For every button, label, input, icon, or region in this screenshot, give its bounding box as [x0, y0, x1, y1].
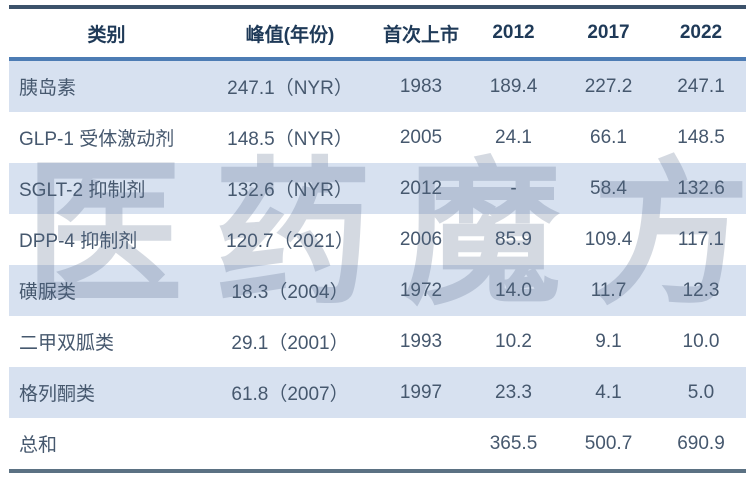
cell-value: 9.1 [595, 330, 622, 352]
column-header-peak-year: 峰值(年份) [245, 24, 335, 46]
cell-value: 4.1 [595, 381, 622, 403]
cell-value: 1983 [399, 75, 443, 97]
table-row-total: 总和 365.5 500.7 690.9 [9, 418, 746, 469]
column-header-2022: 2022 [679, 22, 723, 43]
cell-value: 1993 [399, 330, 443, 352]
cell-value: 148.5 [677, 126, 725, 148]
cell-value: 132.6（NYR） [227, 180, 353, 201]
cell-value: 189.4 [489, 75, 538, 97]
cell-category: 磺脲类 [19, 282, 77, 303]
column-header-first-launch: 首次上市 [382, 24, 459, 46]
table-row: DPP-4 抑制剂 120.7（2021） 2006 85.9 109.4 117.1 [9, 214, 746, 265]
cell-category: 总和 [19, 435, 58, 456]
table-row: 磺脲类 18.3（2004） 1972 14.0 11.7 12.3 [9, 265, 746, 316]
cell-value: 227.2 [584, 75, 633, 97]
cell-value: 85.9 [495, 228, 532, 250]
table-row: 胰岛素 247.1（NYR） 1983 189.4 227.2 247.1 [9, 61, 746, 112]
cell-value: 247.1 [677, 75, 725, 97]
cell-category: 格列酮类 [19, 384, 96, 405]
cell-value: 2006 [399, 228, 443, 250]
cell-category: DPP-4 抑制剂 [19, 231, 138, 252]
cell-value: 58.4 [590, 177, 627, 199]
cell-value: 2012 [399, 177, 443, 199]
cell-value: 2005 [399, 126, 443, 148]
cell-value: 365.5 [489, 432, 538, 454]
cell-value: 120.7（2021） [226, 231, 354, 252]
cell-value: 5.0 [687, 381, 715, 403]
cell-category: SGLT-2 抑制剂 [19, 180, 146, 201]
cell-value: 10.0 [682, 330, 720, 352]
cell-value: 690.9 [677, 432, 725, 454]
cell-value: 10.2 [495, 330, 532, 352]
data-table: 类别 峰值(年份) 首次上市 2012 2017 2022 胰岛素 247.1（N… [9, 5, 746, 473]
cell-category: 胰岛素 [19, 78, 77, 99]
cell-value: 247.1（NYR） [227, 78, 353, 99]
column-header-category: 类别 [87, 24, 126, 46]
table-header-row: 类别 峰值(年份) 首次上市 2012 2017 2022 [9, 5, 746, 61]
cell-value: - [510, 177, 517, 199]
cell-value: 14.0 [495, 279, 532, 301]
cell-value: 23.3 [495, 381, 532, 403]
cell-value: 132.6 [677, 177, 725, 199]
cell-value: 11.7 [590, 279, 627, 301]
table-row: 二甲双胍类 29.1（2001） 1993 10.2 9.1 10.0 [9, 316, 746, 367]
cell-value: 500.7 [584, 432, 633, 454]
column-header-2017: 2017 [587, 22, 630, 43]
cell-value: 1972 [399, 279, 443, 301]
cell-value: 117.1 [677, 228, 725, 250]
cell-value: 24.1 [495, 126, 532, 148]
cell-value: 12.3 [682, 279, 720, 301]
cell-category: GLP-1 受体激动剂 [19, 129, 175, 150]
cell-value: 1997 [399, 381, 443, 403]
table-body: 胰岛素 247.1（NYR） 1983 189.4 227.2 247.1 GLP-1 受体… [9, 61, 746, 473]
table-row: 格列酮类 61.8（2007） 1997 23.3 4.1 5.0 [9, 367, 746, 418]
cell-value: 148.5（NYR） [227, 129, 353, 150]
cell-value: 66.1 [590, 126, 627, 148]
cell-value: 109.4 [584, 228, 633, 250]
cell-value: 29.1（2001） [231, 333, 349, 354]
table-row: GLP-1 受体激动剂 148.5（NYR） 2005 24.1 66.1 148.5 [9, 112, 746, 163]
cell-category: 二甲双胍类 [19, 333, 115, 354]
cell-value: 61.8（2007） [231, 384, 349, 405]
cell-value: 18.3（2004） [231, 282, 349, 303]
column-header-2012: 2012 [492, 22, 535, 43]
table-row: SGLT-2 抑制剂 132.6（NYR） 2012 - 58.4 132.6 [9, 163, 746, 214]
